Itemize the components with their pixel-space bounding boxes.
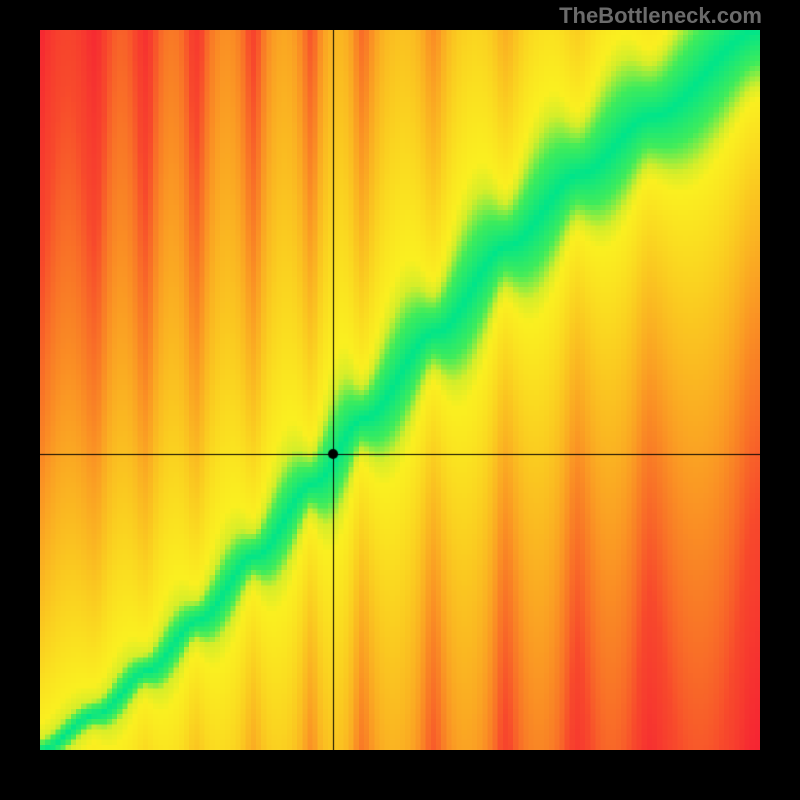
crosshair-overlay: [40, 30, 760, 750]
watermark-label: TheBottleneck.com: [559, 3, 762, 29]
chart-container: TheBottleneck.com: [0, 0, 800, 800]
